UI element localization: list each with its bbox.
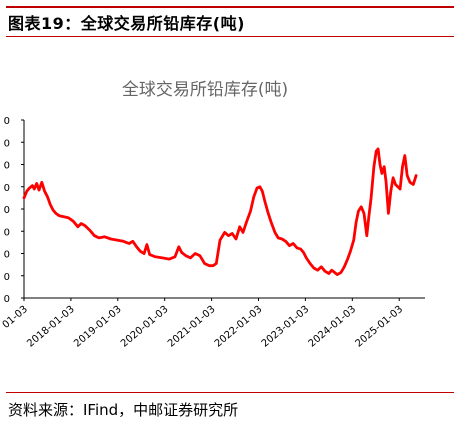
x-tick-label: 2018-01-03 xyxy=(25,304,77,350)
y-axis-ticks: 0 0 0 0 0 0 0 0 0 xyxy=(4,116,24,305)
y-tick-label: 0 xyxy=(4,227,10,238)
x-tick-label: 2023-01-03 xyxy=(260,304,312,350)
x-tick-label: 2021-01-03 xyxy=(166,304,218,350)
x-tick-label: 2025-01-03 xyxy=(354,304,406,350)
y-tick-label: 0 xyxy=(4,161,10,172)
header-rule xyxy=(6,36,454,37)
y-tick-label: 0 xyxy=(4,272,10,283)
y-tick-label: 0 xyxy=(4,294,10,305)
x-axis-ticks: 01-032018-01-032019-01-032020-01-032021-… xyxy=(1,298,406,350)
chart: 全球交易所铅库存(吨) 0 0 0 0 0 0 0 0 0 01-032018-01-03201… xyxy=(1,80,425,350)
x-tick-label: 2019-01-03 xyxy=(72,304,124,350)
top-rule xyxy=(6,6,454,8)
y-tick-label: 0 xyxy=(4,116,10,127)
x-tick-label: 2022-01-03 xyxy=(213,304,265,350)
series-line xyxy=(22,147,418,277)
source-note: 资料来源：IFind，中邮证券研究所 xyxy=(8,401,239,419)
y-tick-label: 0 xyxy=(4,250,10,261)
figure-label: 图表19：全球交易所铅库存(吨) xyxy=(8,14,245,33)
x-tick-label: 2020-01-03 xyxy=(119,304,171,350)
y-tick-label: 0 xyxy=(4,205,10,216)
y-tick-label: 0 xyxy=(4,138,10,149)
x-tick-label: 01-03 xyxy=(1,304,30,331)
chart-title: 全球交易所铅库存(吨) xyxy=(122,80,288,100)
y-tick-label: 0 xyxy=(4,183,10,194)
axes xyxy=(23,120,425,299)
x-tick-label: 2024-01-03 xyxy=(307,304,359,350)
footer-rule xyxy=(6,392,454,393)
